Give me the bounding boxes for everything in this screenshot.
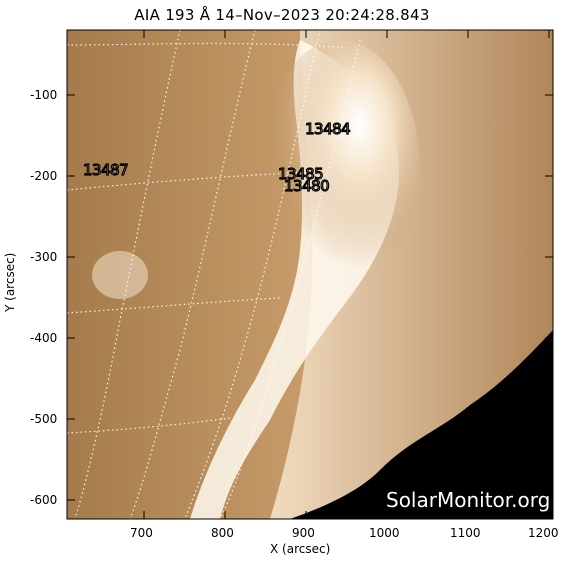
bright-loop-patch: [92, 251, 148, 299]
x-axis-ticks: [143, 30, 550, 519]
y-tick-label: -200: [30, 169, 58, 183]
dark-space: [290, 330, 553, 519]
active-region-glow: [260, 40, 420, 300]
active-region-label: 13485: [277, 164, 324, 183]
x-tick-label: 700: [130, 526, 153, 540]
x-tick-label: 1100: [450, 526, 481, 540]
y-tick-label: -500: [30, 412, 58, 426]
heliographic-grid: [67, 30, 361, 519]
y-tick-label: -300: [30, 250, 58, 264]
x-axis-label: X (arcsec): [270, 542, 331, 556]
y-axis-ticks: [67, 94, 553, 501]
x-tick-label: 1200: [528, 526, 559, 540]
active-region-label: 13484: [304, 119, 351, 138]
watermark: SolarMonitor.org: [386, 488, 551, 512]
y-tick-label: -100: [30, 88, 58, 102]
y-axis-label: Y (arcsec): [3, 252, 17, 312]
active-region-label: 13480: [283, 176, 330, 195]
y-tick-label: -400: [30, 331, 58, 345]
y-tick-label: -600: [30, 493, 58, 507]
x-tick-label: 900: [292, 526, 315, 540]
x-tick-label: 1000: [369, 526, 400, 540]
plot-frame: [66, 29, 554, 520]
active-region-label: 13487: [82, 160, 129, 179]
x-tick-label: 800: [211, 526, 234, 540]
image-title: AIA 193 Å 14–Nov–2023 20:24:28.843: [134, 6, 430, 24]
